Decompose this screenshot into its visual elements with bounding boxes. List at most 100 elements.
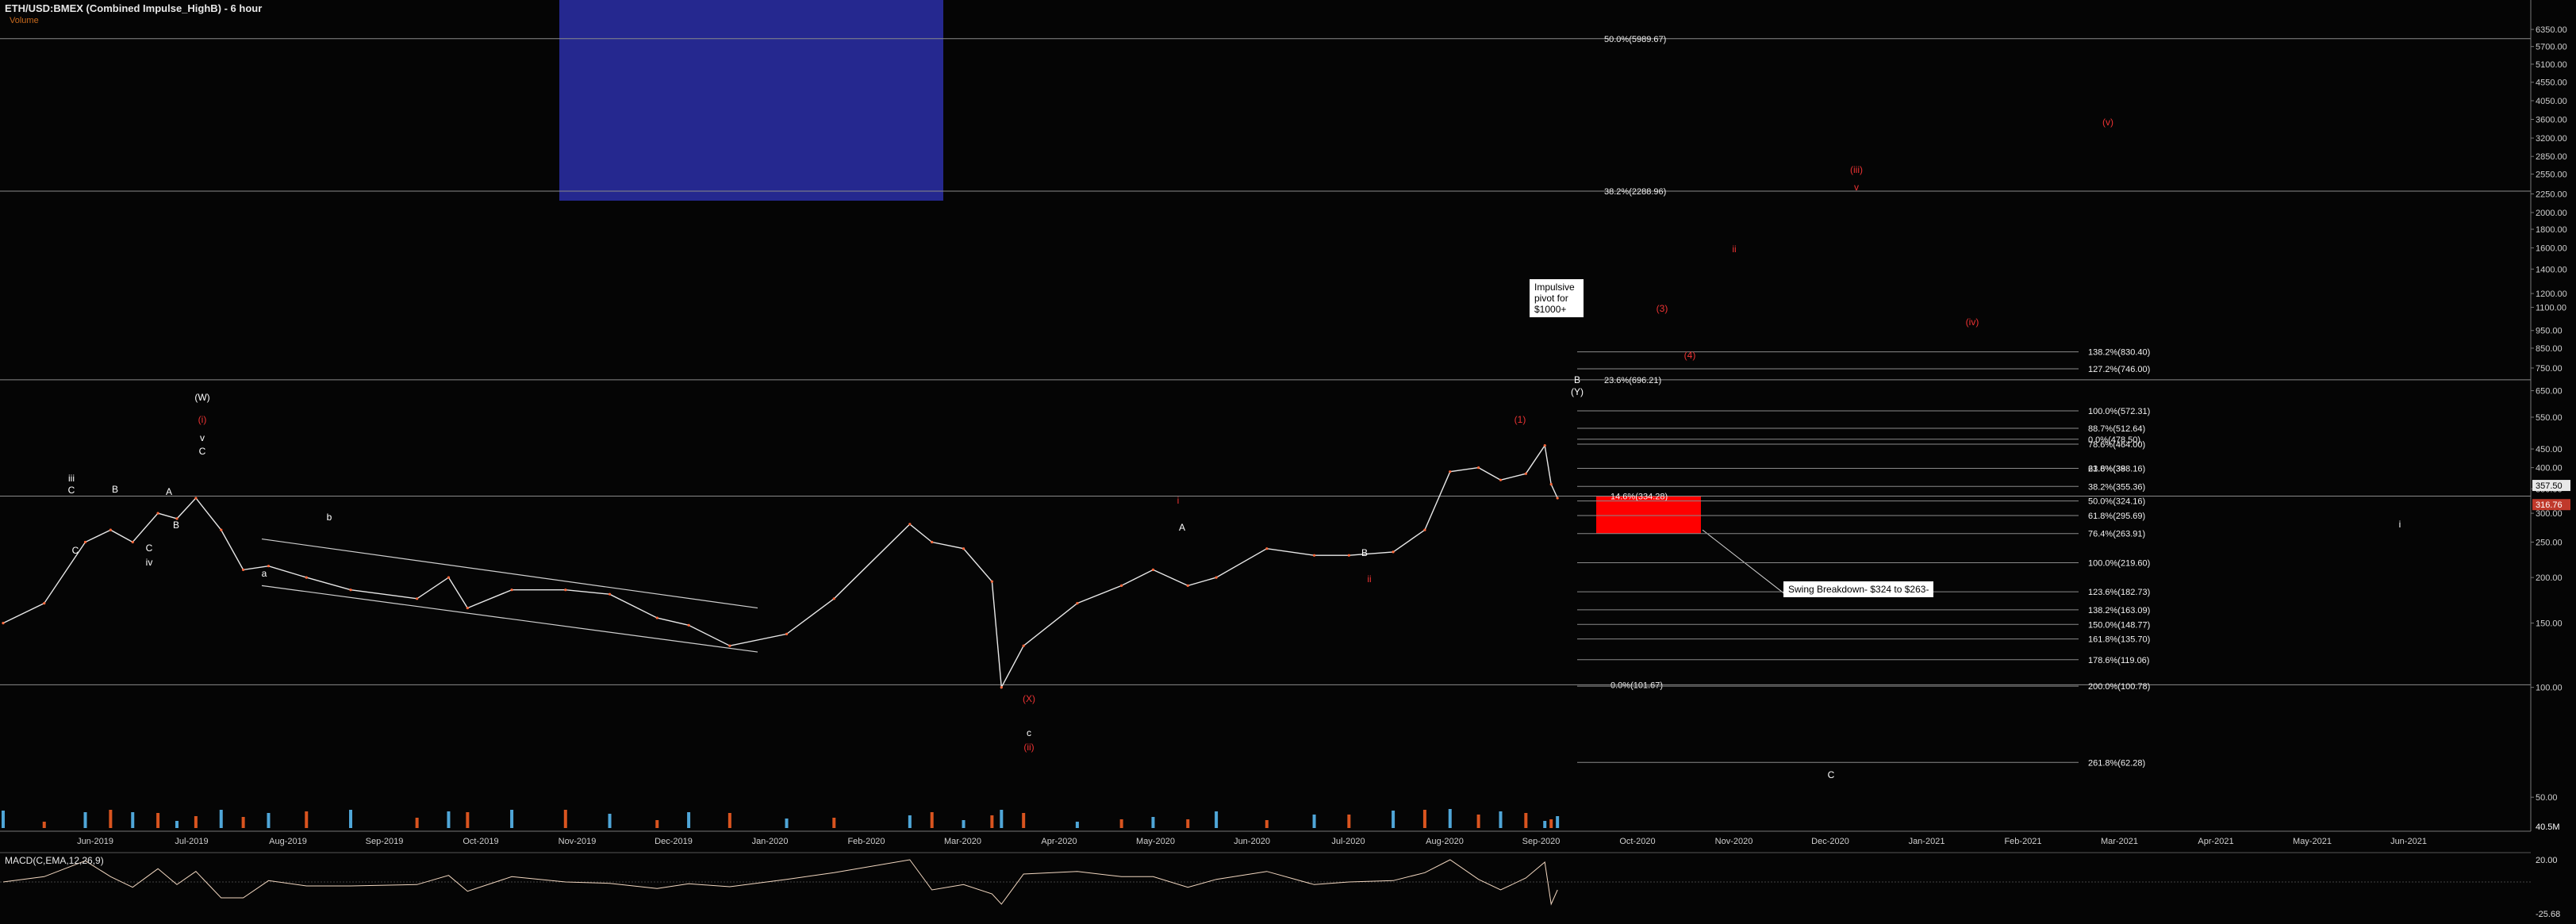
volume-bar	[1549, 819, 1553, 828]
x-tick-label: Jan-2021	[1909, 837, 1945, 846]
x-tick-label: Jan-2020	[752, 837, 789, 846]
macd-line	[2, 859, 1558, 906]
x-tick-label: Jun-2019	[77, 837, 113, 846]
volume-bar	[832, 818, 836, 828]
wave-label: C	[146, 543, 153, 554]
x-tick-label: Jun-2021	[2390, 837, 2427, 846]
fib-label: 38.2%(2288.96)	[1604, 187, 1666, 197]
x-tick-label: Jul-2020	[1331, 837, 1365, 846]
fib-label: 78.6%(464.00)	[2088, 440, 2145, 450]
price-point	[466, 606, 469, 610]
price-point	[1215, 576, 1218, 579]
fib-label: 50.0%(5989.67)	[1604, 35, 1666, 44]
wave-label: B	[1361, 547, 1368, 558]
volume-bar	[1, 811, 5, 828]
price-point	[832, 597, 835, 600]
wave-label: B	[173, 520, 179, 531]
price-point	[990, 580, 993, 583]
volume-bar	[219, 810, 223, 828]
channel-top	[261, 538, 758, 609]
x-tick-label: Oct-2020	[1619, 837, 1655, 846]
price-point	[242, 568, 245, 571]
impulsive-note: Impulsive pivot for $1000+	[1530, 279, 1584, 317]
wave-label: (3)	[1657, 303, 1668, 314]
wave-label: v	[200, 432, 205, 443]
x-tick-label: Feb-2021	[2004, 837, 2041, 846]
volume-bar	[241, 817, 245, 828]
volume-bar	[655, 820, 659, 828]
y-tick-label: 2550.00	[2536, 170, 2567, 179]
price-point	[785, 632, 789, 636]
price-tag: 357.50	[2536, 481, 2563, 491]
price-point	[267, 565, 271, 568]
price-tag-bg	[2532, 499, 2570, 511]
price-point	[1392, 550, 1395, 554]
swing-box	[1596, 496, 1701, 534]
wave-label: v	[1854, 182, 1859, 193]
volume-bar	[1543, 821, 1547, 828]
price-point	[1186, 584, 1189, 587]
price-point	[1423, 528, 1426, 531]
volume-bar	[1151, 817, 1155, 828]
volume-bar	[175, 821, 179, 828]
price-point	[447, 576, 451, 579]
chart-title: ETH/USD:BMEX (Combined Impulse_HighB) - …	[5, 2, 263, 14]
x-tick-label: Mar-2020	[944, 837, 981, 846]
volume-bar	[1022, 813, 1026, 828]
price-point	[1120, 584, 1123, 587]
x-tick-label: Aug-2020	[1426, 837, 1464, 846]
y-tick-label: 2250.00	[2536, 190, 2567, 199]
price-point	[564, 589, 567, 592]
axes: 6350.00 5700.00 5100.00 4550.00 4050.00 3600.…	[0, 0, 2570, 846]
volume-bar	[1119, 819, 1123, 828]
fib-label: 161.8%(135.70)	[2088, 635, 2150, 645]
fib-label: 23.6%(398.16)	[2088, 465, 2145, 474]
price-point	[1556, 497, 1559, 500]
volume-bar	[42, 822, 46, 828]
volume-bar	[466, 812, 470, 828]
volume-axis-label: 40.5M	[2536, 822, 2560, 832]
channel-bottom	[261, 585, 758, 653]
price-point	[1543, 444, 1546, 447]
fib-label: 200.0%(100.78)	[2088, 682, 2150, 692]
price-point	[349, 589, 352, 592]
price-point	[931, 540, 934, 544]
y-tick-label: 650.00	[2536, 387, 2563, 397]
price-point	[655, 616, 658, 619]
wave-label: B	[1574, 374, 1580, 385]
x-tick-label: Sep-2019	[366, 837, 404, 846]
volume-bar	[1347, 815, 1351, 828]
y-tick-label: 6350.00	[2536, 25, 2567, 35]
wave-label: iii	[68, 473, 75, 484]
volume-bar	[109, 810, 113, 828]
price-point	[83, 540, 87, 544]
volume-bar	[415, 818, 419, 828]
price-point	[109, 528, 112, 531]
wave-label: (X)	[1023, 693, 1035, 704]
price-point	[687, 623, 690, 627]
price-point	[1022, 644, 1025, 647]
fib-label: 138.2%(830.40)	[2088, 348, 2150, 358]
macd-label: MACD(C,EMA,12,26,9)	[5, 855, 104, 866]
y-tick-label: 300.00	[2536, 509, 2563, 519]
volume-label: Volume	[10, 16, 39, 25]
volume-bar	[608, 814, 612, 828]
y-tick-label: 4050.00	[2536, 97, 2567, 106]
y-tick-label: 2850.00	[2536, 152, 2567, 162]
y-tick-label: 2000.00	[2536, 209, 2567, 218]
fib-label: 38.2%(355.36)	[2088, 482, 2145, 492]
volume-bar	[990, 815, 994, 828]
y-tick-label: 550.00	[2536, 413, 2563, 423]
fib-label: 0.0%(478.50)	[2088, 435, 2140, 445]
wave-label: B	[112, 484, 118, 495]
price-point	[131, 540, 134, 544]
y-tick-label: 4550.00	[2536, 79, 2567, 88]
price-line	[2, 443, 1558, 690]
volume-bar	[267, 813, 271, 828]
x-tick-label: Apr-2020	[1041, 837, 1077, 846]
swing-connector	[1702, 529, 1786, 595]
macd-axis-bottom: -25.68	[2536, 910, 2560, 919]
wave-label: c	[1027, 727, 1031, 738]
